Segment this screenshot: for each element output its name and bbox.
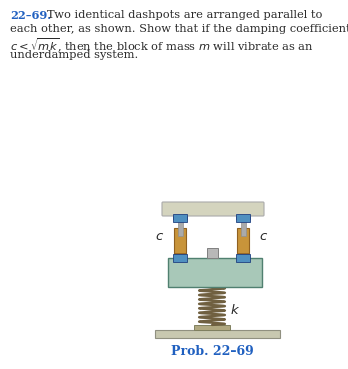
Text: $k$: $k$ (230, 303, 240, 317)
Text: $c < \sqrt{mk}$, then the block of mass $m$ will vibrate as an: $c < \sqrt{mk}$, then the block of mass … (10, 37, 314, 55)
Text: $c$: $c$ (155, 230, 164, 243)
Text: Prob. 22–69: Prob. 22–69 (171, 345, 253, 358)
Bar (206, 248, 218, 258)
Bar (237, 253, 249, 258)
Text: 22–69.: 22–69. (10, 10, 51, 21)
Text: $c$: $c$ (259, 230, 268, 243)
Bar (177, 215, 182, 236)
Text: Two identical dashpots are arranged parallel to: Two identical dashpots are arranged para… (47, 10, 322, 20)
Bar (168, 258, 262, 287)
Bar (236, 211, 250, 219)
Bar (240, 215, 245, 236)
Bar (173, 211, 187, 219)
Text: underdamped system.: underdamped system. (10, 51, 138, 61)
Bar (236, 214, 250, 222)
Bar (174, 228, 186, 258)
Text: each other, as shown. Show that if the damping coefficient: each other, as shown. Show that if the d… (10, 24, 348, 34)
Bar (236, 254, 250, 262)
Bar (237, 228, 249, 258)
Bar (173, 254, 187, 262)
FancyBboxPatch shape (162, 202, 264, 216)
Bar (174, 253, 186, 258)
Bar (194, 325, 230, 330)
Bar (173, 214, 187, 222)
Bar (155, 330, 280, 338)
